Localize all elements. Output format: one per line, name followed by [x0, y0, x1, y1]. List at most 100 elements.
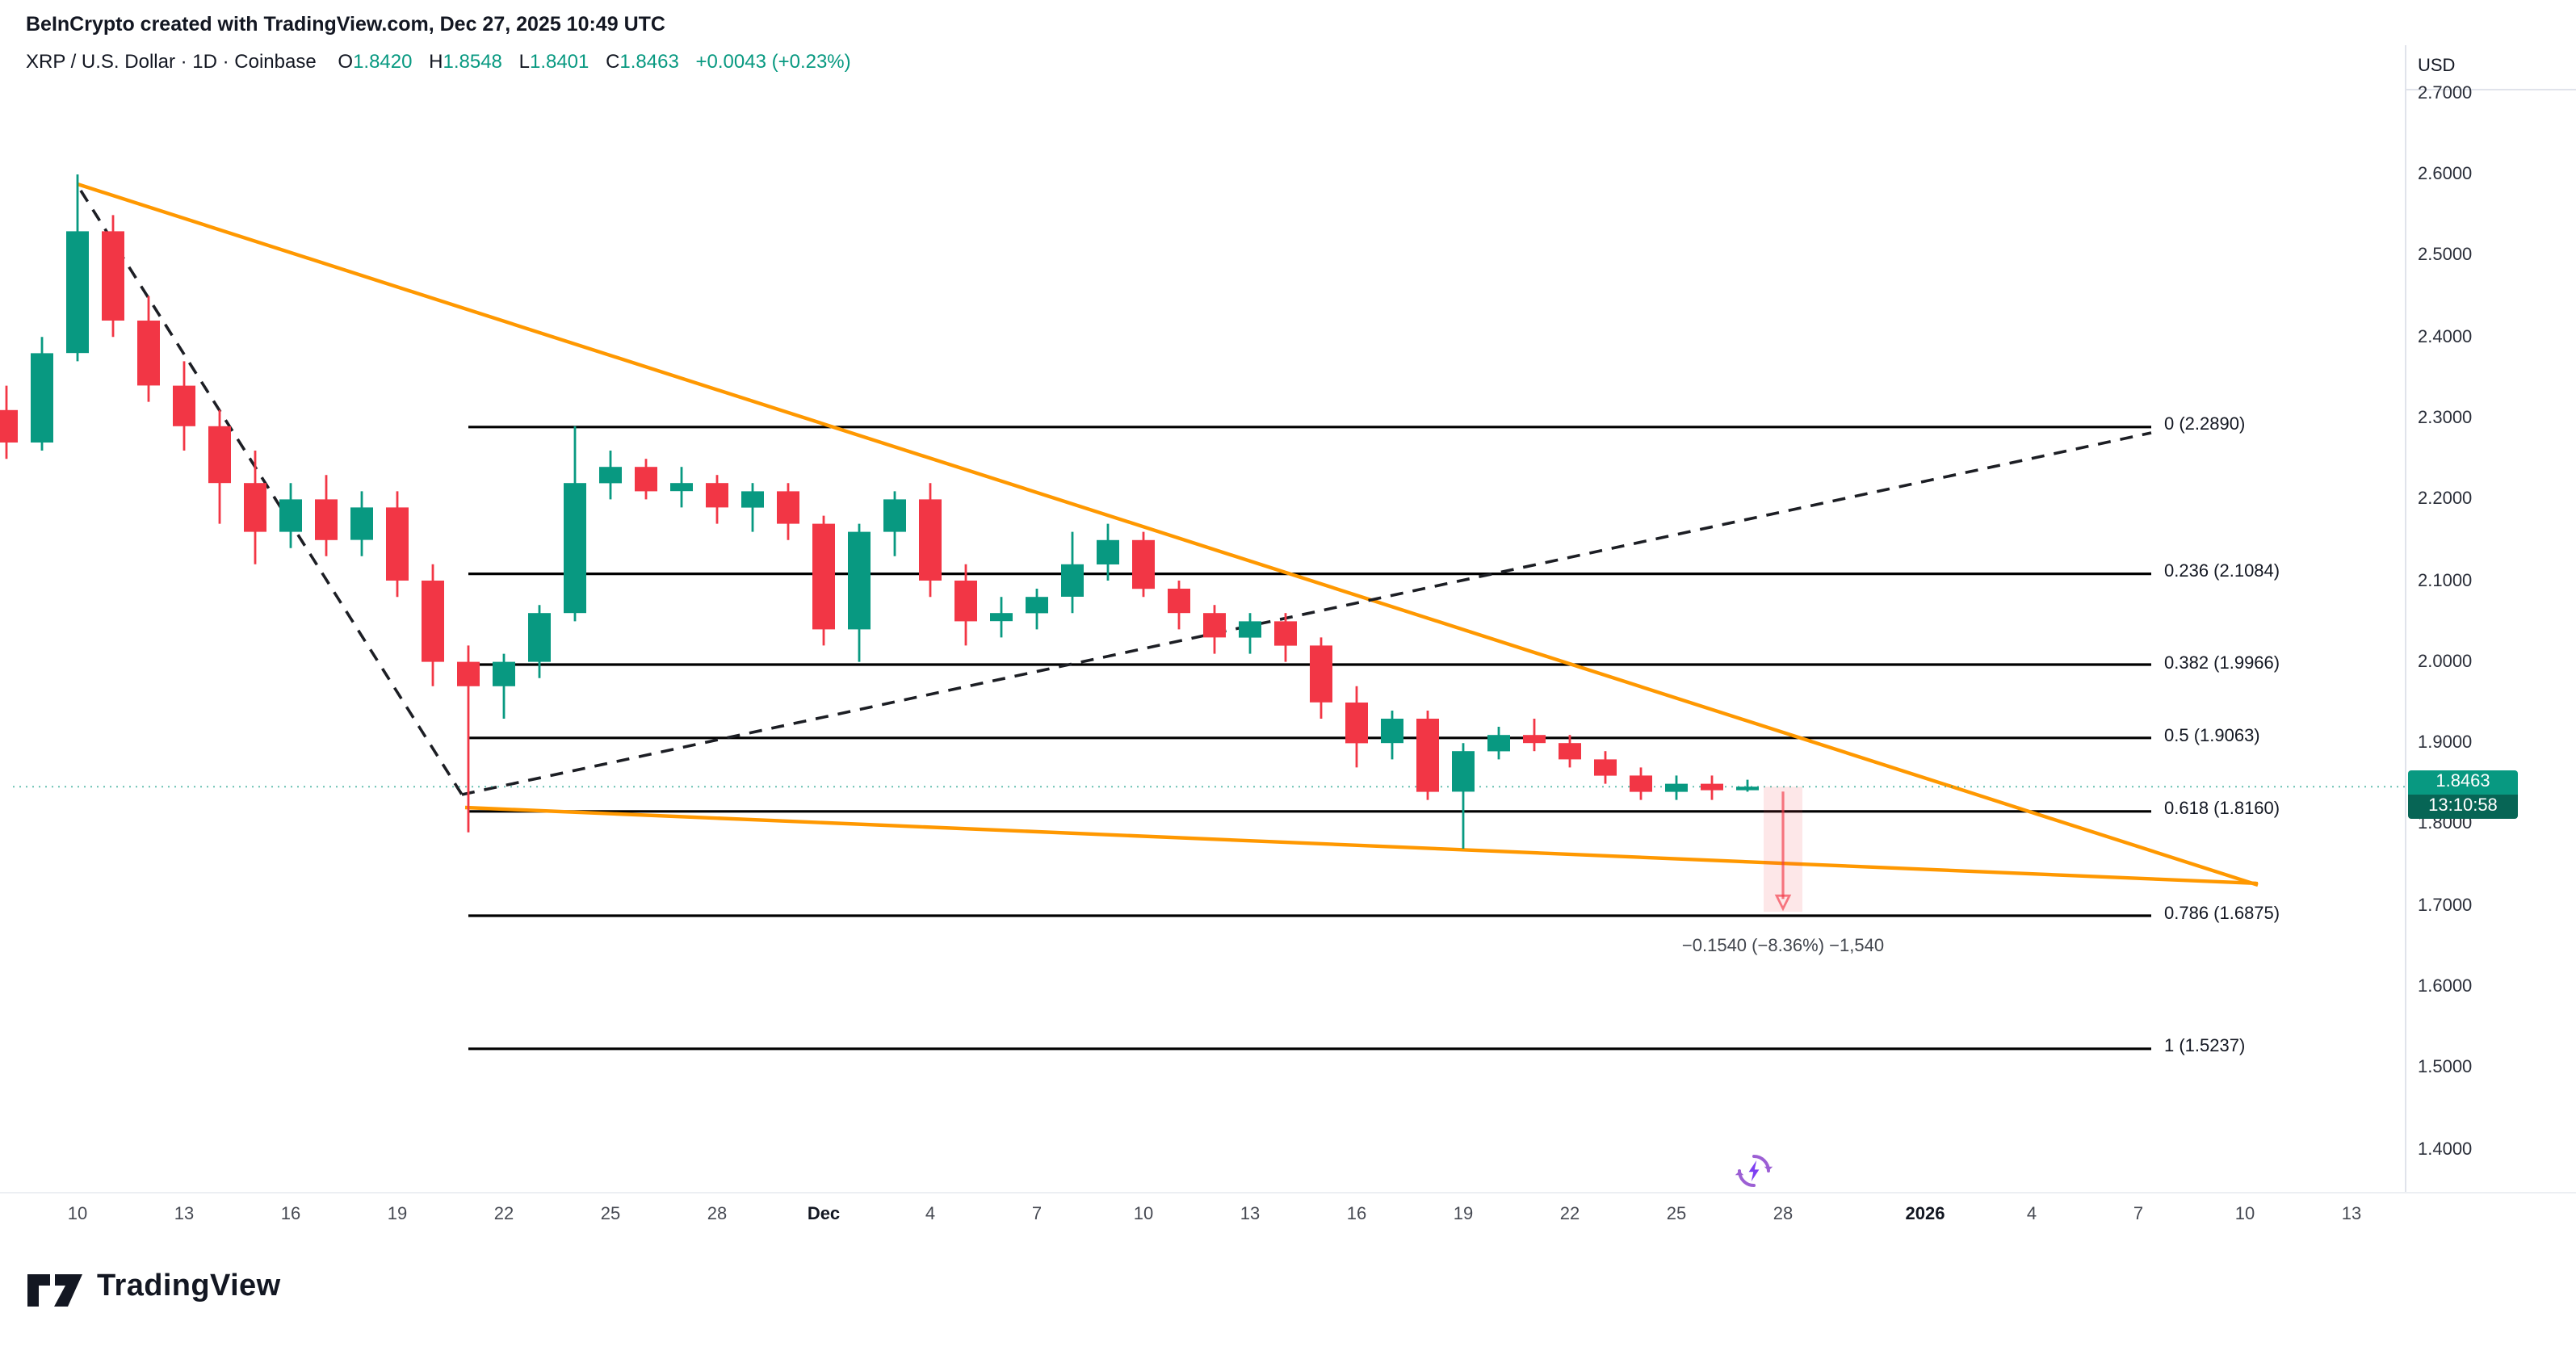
x-axis-label: 19 [1453, 1205, 1474, 1224]
y-axis-tick: 1.4000 [2418, 1139, 2473, 1160]
candle-body [599, 467, 622, 484]
fib-label: 0.236 (2.1084) [2164, 562, 2280, 582]
tradingview-logo[interactable]: TradingView [26, 1265, 281, 1310]
candle-body [457, 661, 480, 686]
x-axis-label: 28 [1773, 1205, 1794, 1224]
candle-body [1559, 743, 1581, 760]
attribution-text: BeInCrypto created with TradingView.com,… [26, 13, 665, 36]
ohlc-high: H1.8548 [429, 50, 502, 73]
y-axis-tick: 2.6000 [2418, 165, 2473, 184]
candle-body [0, 409, 18, 443]
candle-body [1594, 759, 1617, 776]
x-axis-label: 7 [1031, 1205, 1043, 1224]
candle-body [279, 499, 302, 532]
candle-body [635, 467, 657, 492]
tradingview-logo-text: TradingView [97, 1269, 281, 1303]
candle-body [1487, 735, 1510, 752]
current-price-value: 1.8463 [2408, 770, 2518, 795]
x-axis-label: 22 [493, 1205, 514, 1224]
candle-body [1026, 597, 1048, 614]
currency-label[interactable]: USD [2418, 57, 2456, 76]
candle-body [919, 499, 942, 581]
x-axis-label: 10 [1133, 1205, 1154, 1224]
dashed-decline-trendline[interactable] [79, 190, 464, 795]
x-axis-label: 16 [280, 1205, 301, 1224]
y-axis-tick: 2.3000 [2418, 408, 2473, 428]
candle-body [564, 483, 586, 614]
x-axis-label: 28 [707, 1205, 728, 1224]
x-axis-label: 7 [2133, 1205, 2144, 1224]
candle-body [208, 426, 231, 484]
candle-body [1061, 564, 1084, 597]
candle-body [670, 483, 693, 492]
candle-body [990, 613, 1013, 622]
candle-body [1132, 539, 1155, 589]
candle-body [137, 321, 160, 386]
candle-body [777, 491, 799, 524]
candle-body [422, 581, 444, 662]
x-axis-label: 10 [67, 1205, 88, 1224]
candle-body [883, 499, 906, 532]
candle-body [1310, 645, 1332, 703]
projection-label: −0.1540 (−8.36%) −1,540 [1681, 937, 1885, 956]
x-axis-label: 25 [600, 1205, 621, 1224]
fib-label: 0.786 (1.6875) [2164, 904, 2280, 924]
lower-wedge-support-trendline[interactable] [464, 805, 2259, 886]
candle-body [1736, 787, 1759, 791]
candle-body [1523, 735, 1546, 744]
y-axis-tick: 2.5000 [2418, 245, 2473, 266]
dashed-recovery-trendline[interactable] [461, 431, 2152, 796]
fib-label: 0.618 (1.8160) [2164, 799, 2280, 820]
candle-body [244, 483, 266, 532]
candle-body [102, 231, 124, 321]
candle-body [1239, 621, 1261, 638]
x-axis-label: 13 [2341, 1205, 2362, 1224]
currency-separator [2405, 89, 2576, 90]
bar-countdown: 13:10:58 [2408, 795, 2518, 819]
x-axis-label: 13 [1240, 1205, 1261, 1224]
y-axis-tick: 2.4000 [2418, 327, 2473, 347]
y-axis-tick: 1.5000 [2418, 1058, 2473, 1078]
x-axis-label: Dec [807, 1205, 841, 1224]
candle-body [350, 507, 373, 540]
descending-resistance-trendline[interactable] [77, 182, 2259, 887]
candle-body [1168, 589, 1190, 614]
fib-label: 0.382 (1.9966) [2164, 653, 2280, 673]
tradingview-logo-mark [27, 1274, 82, 1307]
time-axis-separator [0, 1192, 2576, 1193]
price-axis-separator [2405, 45, 2406, 1192]
x-axis-label: 19 [387, 1205, 408, 1224]
candle-body [1274, 621, 1297, 646]
x-axis-label: 4 [2026, 1205, 2037, 1224]
candle-body [1097, 539, 1119, 564]
x-axis-label: 22 [1559, 1205, 1580, 1224]
y-axis-tick: 2.2000 [2418, 489, 2473, 510]
fib-label: 0 (2.2890) [2164, 415, 2246, 435]
x-axis-label: 10 [2234, 1205, 2255, 1224]
candle-body [1416, 719, 1439, 792]
y-axis-tick: 2.1000 [2418, 571, 2473, 590]
candle-body [1701, 783, 1723, 791]
candle-body [706, 483, 728, 508]
candle-body [1665, 783, 1688, 792]
candle-body [1345, 703, 1368, 744]
symbol-title[interactable]: XRP / U.S. Dollar · 1D · Coinbase [26, 50, 317, 73]
ohlc-close: C1.8463 [606, 50, 679, 73]
pattern-detected-icon[interactable] [1735, 1152, 1773, 1190]
candle-body [493, 661, 515, 686]
candle-body [1381, 719, 1403, 744]
x-axis-label: 2026 [1905, 1205, 1945, 1224]
current-price-badge[interactable]: 1.8463 13:10:58 [2408, 770, 2518, 819]
y-axis-tick: 2.7000 [2418, 83, 2473, 103]
candle-body [173, 385, 195, 426]
candle-body [848, 531, 871, 630]
ohlc-open: O1.8420 [338, 50, 413, 73]
candle-body [1630, 775, 1652, 792]
candle-body [1203, 613, 1226, 638]
fib-label: 0.5 (1.9063) [2164, 726, 2260, 746]
projection-arrow-head [1774, 894, 1792, 912]
candle-body [812, 523, 835, 630]
y-axis-tick: 1.7000 [2418, 896, 2473, 916]
candle-body [66, 231, 89, 354]
